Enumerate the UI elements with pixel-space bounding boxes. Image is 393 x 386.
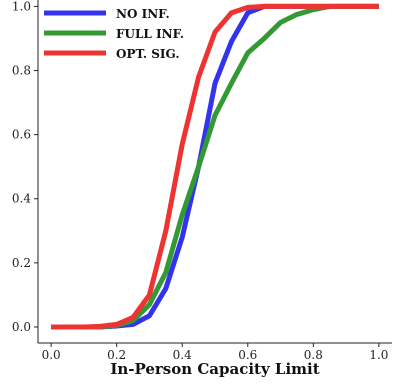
x-tick-label: 0.8 bbox=[304, 348, 323, 362]
y-tick-label: 0.8 bbox=[12, 64, 31, 78]
y-tick-label: 0.4 bbox=[12, 192, 31, 206]
y-tick-label: 0.0 bbox=[12, 320, 31, 334]
x-tick-label: 0.4 bbox=[173, 348, 192, 362]
legend-label-2: FULL INF. bbox=[116, 27, 184, 41]
legend-label-3: OPT. SIG. bbox=[116, 47, 180, 61]
y-tick-label: 0.6 bbox=[12, 128, 31, 142]
y-tick-label: 1.0 bbox=[12, 0, 31, 13]
series-layer bbox=[51, 3, 379, 330]
legend-label-1: NO INF. bbox=[116, 7, 170, 21]
x-tick-label: 0.6 bbox=[238, 348, 257, 362]
x-axis-title: In-Person Capacity Limit bbox=[110, 360, 319, 378]
ticks-layer: 0.0 0.2 0.4 0.6 0.8 1.0 0.0 0.2 0.4 0.6 0.8 1.0 bbox=[12, 0, 389, 362]
axes-layer bbox=[37, 0, 392, 344]
series-line-3 bbox=[51, 3, 379, 330]
legend: NO INF. FULL INF. OPT. SIG. bbox=[40, 3, 200, 63]
x-tick-label: 0.0 bbox=[42, 348, 61, 362]
y-tick-label: 0.2 bbox=[12, 256, 31, 270]
x-tick-label: 1.0 bbox=[369, 348, 388, 362]
x-tick-label: 0.2 bbox=[107, 348, 126, 362]
